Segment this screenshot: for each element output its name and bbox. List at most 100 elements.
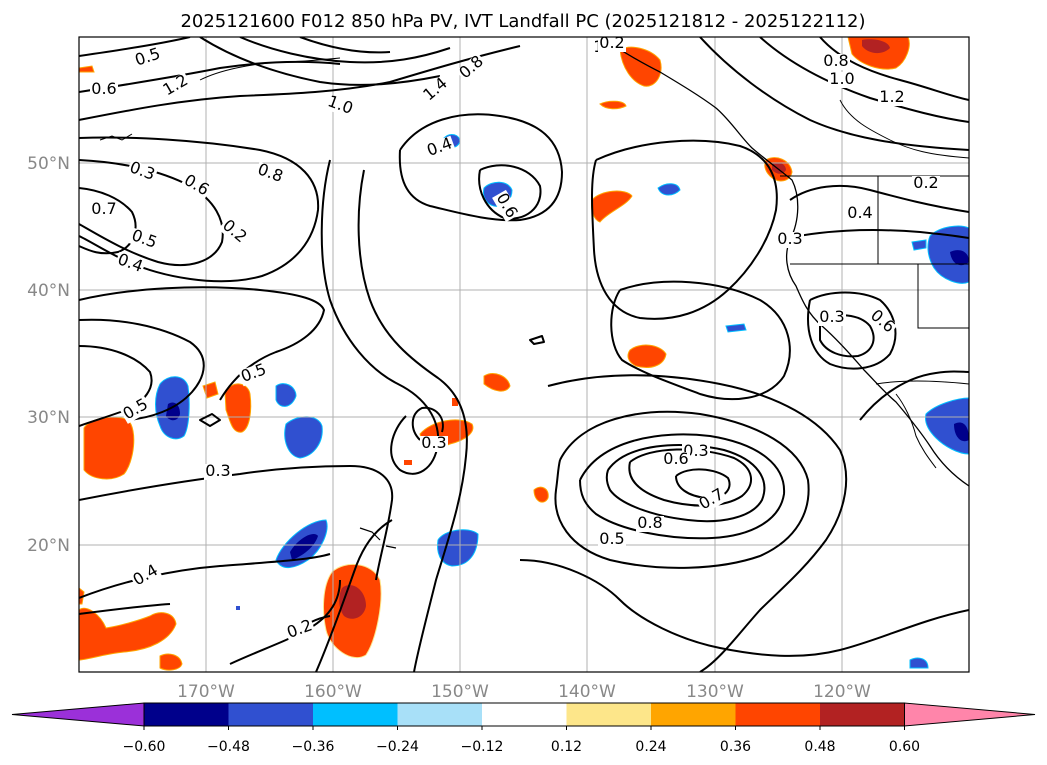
colorbar: −0.60 −0.48 −0.36 −0.24 −0.12 0.12 0.24 0.36 0.4… <box>11 702 1036 755</box>
contour-label-bg <box>662 452 690 468</box>
contour-label-bg <box>284 617 316 643</box>
contour-label-bg <box>238 361 270 387</box>
contour-label: 0.3 <box>205 461 230 480</box>
contour-line <box>199 413 221 427</box>
colorbar-segment <box>482 703 567 726</box>
contour-label: 0.3 <box>777 229 802 248</box>
contour-label-bg <box>598 37 626 52</box>
contour-line <box>591 139 778 320</box>
contour-label-bg <box>636 516 664 532</box>
contour-line <box>519 559 969 657</box>
contour-label-bg <box>204 464 232 480</box>
pv-anomaly-region <box>911 239 927 251</box>
contour-label: 0.2 <box>913 173 938 192</box>
pv-anomaly-region <box>772 162 786 174</box>
contour-line <box>859 370 969 421</box>
contour-line <box>759 37 969 123</box>
contour-label-bg <box>866 306 898 338</box>
contour-line <box>478 164 542 220</box>
contour-label-bg <box>822 54 850 70</box>
contour-label-bg <box>420 436 448 452</box>
colorbar-tick-label: −0.36 <box>292 739 335 755</box>
pv-anomaly-region <box>725 323 747 333</box>
contour-label-bg <box>179 172 213 200</box>
pv-anomaly-region <box>79 607 177 661</box>
pv-anomaly-region <box>619 46 662 87</box>
lon-tick-label: 130°W <box>686 682 744 702</box>
lon-tick-label: 170°W <box>177 682 235 702</box>
contour-line <box>675 468 731 500</box>
contour-label: 0.4 <box>847 203 872 222</box>
colorbar-segment <box>735 703 820 726</box>
pv-anomaly-region <box>533 486 549 503</box>
colorbar-tick-label: 0.24 <box>635 739 666 755</box>
contour-line <box>315 519 393 672</box>
colorbar-frame <box>143 702 905 727</box>
contour-line <box>320 159 440 475</box>
contour-label-bg <box>424 135 456 161</box>
contour-label-bg <box>695 486 729 514</box>
contour-label: 0.6 <box>663 449 688 468</box>
contour-label: 0.7 <box>91 199 116 218</box>
contour-label-bg <box>456 52 488 84</box>
colorbar-segment <box>397 703 482 726</box>
pv-anomaly-region <box>927 225 969 284</box>
contour-label-bg <box>912 176 940 192</box>
contour-label-bg <box>492 189 520 223</box>
contour-label-bg <box>119 396 153 424</box>
lon-tick-label: 160°W <box>304 682 362 702</box>
contour-line <box>789 184 969 213</box>
contour-label: 0.5 <box>599 529 624 548</box>
coastline <box>875 380 969 385</box>
contour-label: 0.3 <box>421 433 446 452</box>
contour-line <box>554 410 810 569</box>
lat-tick-label: 50°N <box>27 154 70 174</box>
pv-anomaly-region <box>657 183 681 196</box>
contour-line <box>547 374 848 672</box>
contour-line <box>357 169 468 672</box>
pv-anomaly-region <box>950 250 969 266</box>
contour-label-bg <box>159 72 193 100</box>
contour-line <box>199 37 441 86</box>
pv-anomaly-region <box>404 460 412 465</box>
colorbar-segment <box>313 703 398 726</box>
colorbar-tick-label: 0.36 <box>720 739 751 755</box>
pv-anomaly-region <box>925 397 969 455</box>
contour-label-bg <box>324 93 356 119</box>
contour-label: 0.8 <box>823 51 848 70</box>
contour-label: 0.6 <box>91 79 116 98</box>
lon-tick-label: 150°W <box>431 682 489 702</box>
coastline <box>895 393 937 469</box>
colorbar-tick-label: −0.48 <box>207 739 250 755</box>
contour-label-bg <box>598 532 626 548</box>
contour-line <box>819 314 875 358</box>
pv-anomaly-region <box>862 39 890 54</box>
contour-label-bg <box>114 251 146 277</box>
coastline <box>917 264 969 329</box>
contour-line <box>79 318 205 421</box>
contour-label-bg <box>846 206 874 222</box>
map-frame <box>78 36 970 673</box>
pv-anomaly-region <box>79 65 95 73</box>
pv-anomaly-region <box>599 100 627 110</box>
contour-line <box>529 335 545 345</box>
pv-anomaly-region <box>275 383 297 407</box>
lat-tick-label: 40°N <box>27 281 70 301</box>
colorbar-tick-label: 0.12 <box>551 739 582 755</box>
contour-line <box>79 286 325 401</box>
contour-label-bg <box>128 227 160 253</box>
contour-label-bg <box>132 46 164 70</box>
coastline <box>599 37 969 487</box>
contour-label-bg <box>254 161 286 187</box>
longitude-labels: 170°W 160°W 150°W 140°W 130°W 120°W <box>177 682 871 702</box>
contour-line <box>79 37 191 57</box>
lat-tick-label: 20°N <box>27 536 70 556</box>
contour-line <box>79 345 153 427</box>
colorbar-extend-min <box>11 702 145 727</box>
colorbar-segment <box>228 703 313 726</box>
contour-label: 1.2 <box>879 87 904 106</box>
lon-tick-label: 140°W <box>558 682 616 702</box>
coastline <box>359 527 397 549</box>
pv-anomaly-region <box>166 402 180 421</box>
map-panel: 0.50.61.21.01.40.80.40.81.01.21.00.80.30… <box>78 36 970 673</box>
